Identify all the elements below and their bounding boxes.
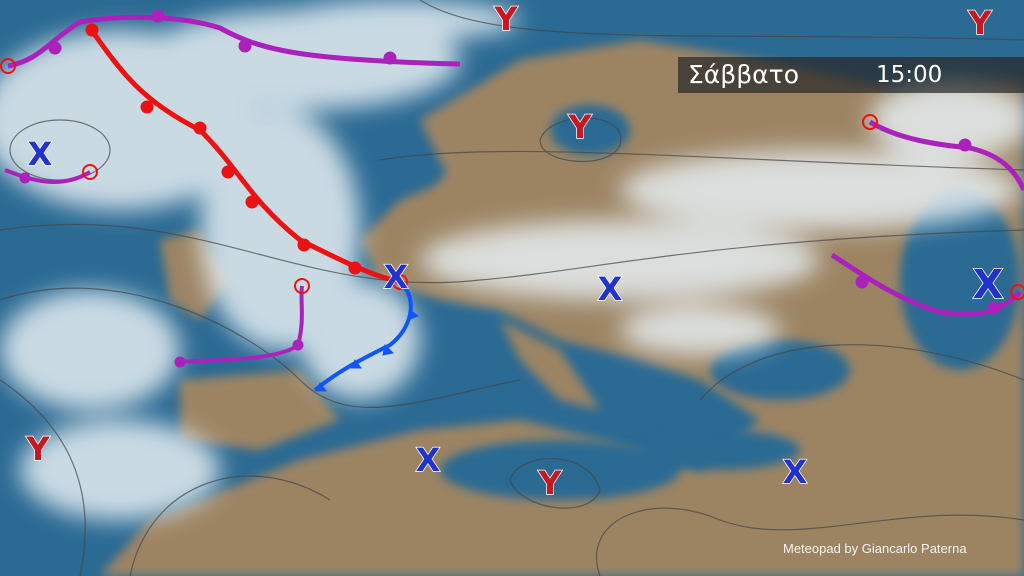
pressure-centers: Υ Υ Υ Υ Υ Χ Χ Χ Χ Χ Χ: [25, 0, 1005, 503]
low-pressure-label: Χ: [783, 453, 808, 491]
high-pressure-label: Υ: [567, 108, 592, 146]
time-label: 15:00: [876, 62, 943, 88]
high-pressure-label: Υ: [25, 430, 50, 468]
warm-front: [85, 23, 401, 285]
forecast-time-banner: Σάββατο 15:00: [678, 57, 1024, 93]
low-pressure-label: Χ: [384, 258, 409, 296]
high-pressure-label: Υ: [493, 0, 518, 38]
high-pressure-label: Υ: [967, 4, 992, 42]
high-pressure-label: Υ: [537, 464, 562, 502]
sea-inland: [440, 105, 1020, 500]
low-pressure-label: Χ: [28, 135, 53, 173]
cold-front: [313, 280, 420, 392]
occluded-fronts: [0, 9, 1024, 368]
credit-text: Meteopad by Giancarlo Paterna: [783, 541, 967, 556]
clouds: [0, 0, 1024, 520]
day-label: Σάββατο: [688, 60, 800, 89]
low-pressure-label: Χ: [598, 270, 623, 308]
low-pressure-label: Χ: [416, 441, 441, 479]
low-pressure-label: Χ: [973, 262, 1004, 308]
